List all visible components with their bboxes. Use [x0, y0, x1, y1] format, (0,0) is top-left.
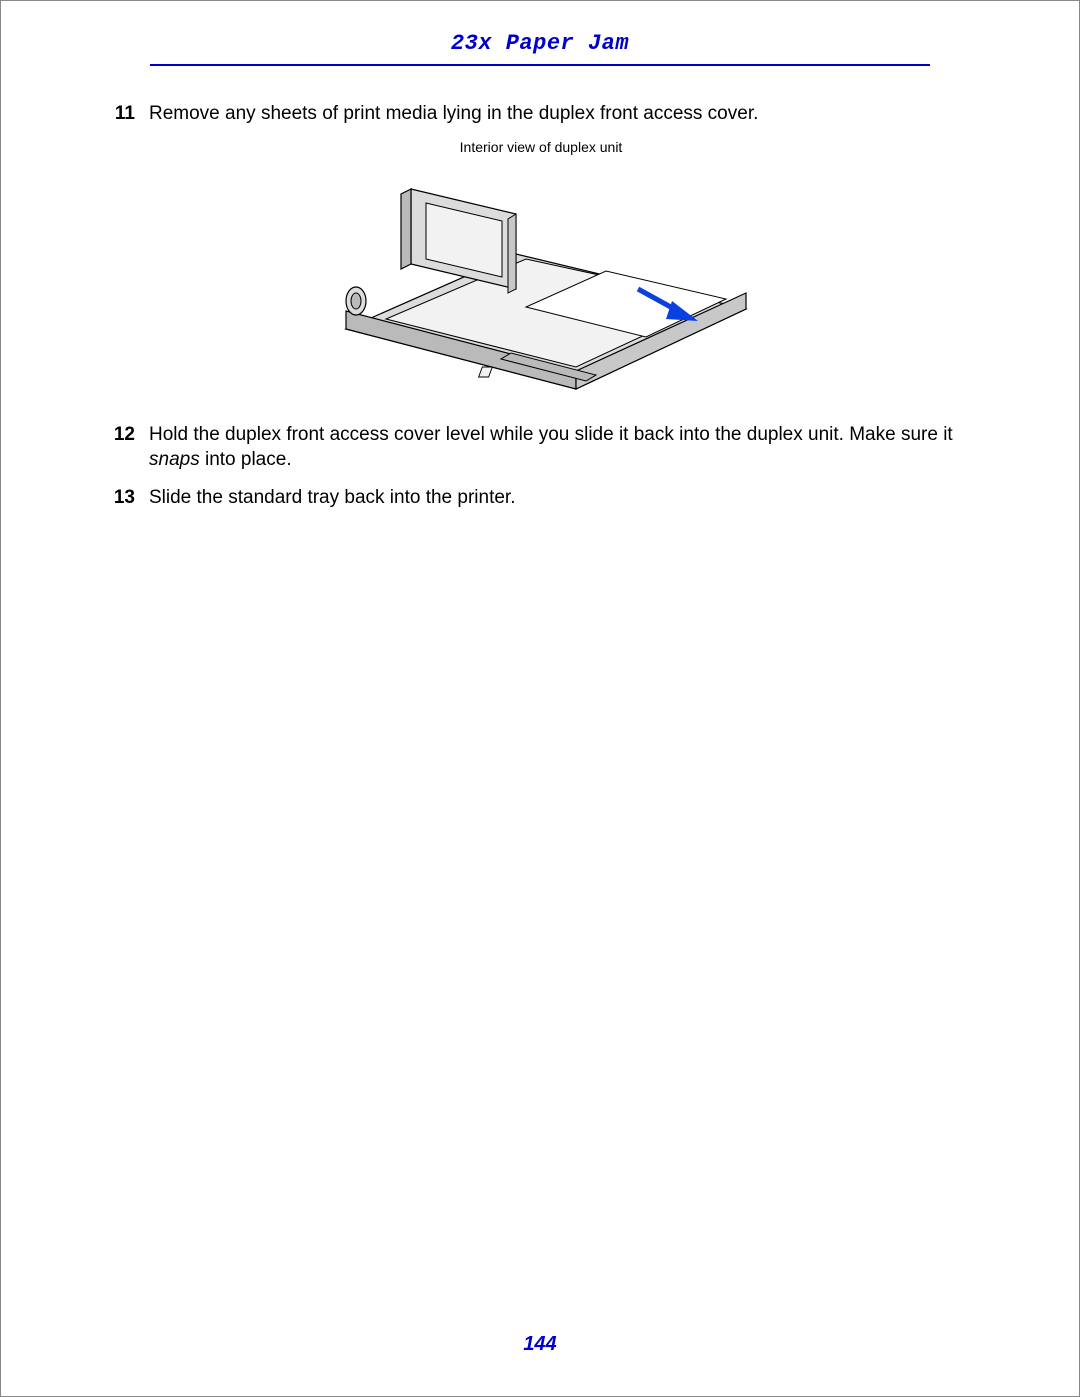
- step-text-pre: Hold the duplex front access cover level…: [149, 424, 953, 445]
- step-text-italic: snaps: [149, 449, 200, 470]
- header-rule: [150, 64, 930, 66]
- step-number: 12: [111, 422, 149, 448]
- header-title: 23x Paper Jam: [1, 31, 1079, 56]
- step-12: 12 Hold the duplex front access cover le…: [111, 422, 971, 473]
- figure-caption: Interior view of duplex unit: [111, 139, 971, 155]
- step-text-post: into place.: [200, 449, 292, 470]
- figure-duplex-unit: Interior view of duplex unit: [111, 139, 971, 404]
- duplex-unit-illustration: [326, 159, 756, 399]
- step-13: 13 Slide the standard tray back into the…: [111, 485, 971, 511]
- page-content: 11 Remove any sheets of print media lyin…: [111, 101, 971, 523]
- page-number: 144: [1, 1333, 1079, 1356]
- step-number: 13: [111, 485, 149, 511]
- step-text: Slide the standard tray back into the pr…: [149, 485, 971, 511]
- step-text: Remove any sheets of print media lying i…: [149, 101, 971, 127]
- page-header: 23x Paper Jam: [1, 31, 1079, 66]
- step-11: 11 Remove any sheets of print media lyin…: [111, 101, 971, 127]
- step-number: 11: [111, 101, 149, 127]
- step-text: Hold the duplex front access cover level…: [149, 422, 971, 473]
